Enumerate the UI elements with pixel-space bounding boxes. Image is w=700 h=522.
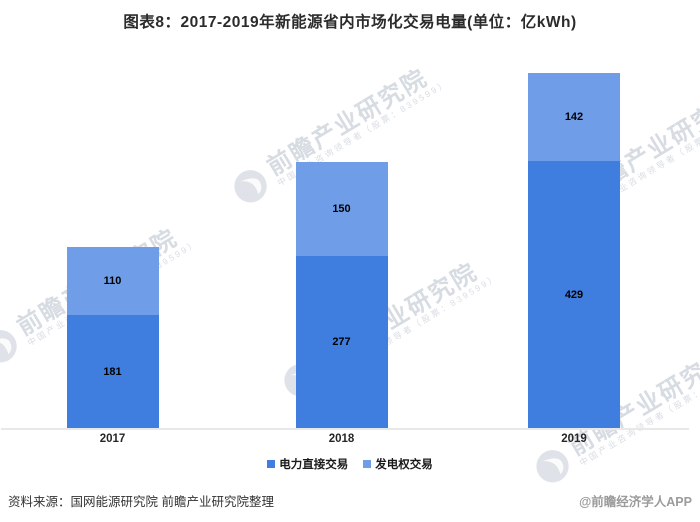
bar-segment-电力直接交易-2017: 181 xyxy=(66,315,159,428)
value-label: 110 xyxy=(103,275,122,288)
credit-text: @前瞻经济学人APP xyxy=(579,495,692,509)
bar-2019: 142 429 xyxy=(528,72,620,428)
bar-segment-发电权交易-2017: 110 xyxy=(66,247,159,316)
value-label: 142 xyxy=(564,111,584,124)
legend-item-电力直接交易: 电力直接交易 xyxy=(267,456,348,472)
plot-area: 前瞻产业研究院 中国产业咨询领导者（股票：839599） 前瞻产业研究院 中国产业咨询… xyxy=(0,64,700,483)
legend: 电力直接交易 发电权交易 xyxy=(0,456,700,472)
legend-swatch xyxy=(363,460,372,468)
x-axis-line xyxy=(1,428,689,430)
chart-title: 图表8：2017-2019年新能源省内市场化交易电量(单位：亿kWh) xyxy=(123,14,577,31)
qianzhan-logo-icon xyxy=(227,163,274,210)
value-label: 150 xyxy=(332,203,351,216)
value-label: 429 xyxy=(564,288,584,301)
bar-segment-电力直接交易-2018: 277 xyxy=(295,255,388,428)
legend-item-发电权交易: 发电权交易 xyxy=(363,456,433,472)
bar-segment-发电权交易-2018: 150 xyxy=(295,162,388,256)
legend-label: 发电权交易 xyxy=(375,459,433,471)
x-axis-label-2017: 2017 xyxy=(99,433,126,445)
legend-label: 电力直接交易 xyxy=(279,459,349,471)
qianzhan-logo-icon xyxy=(0,323,24,370)
bar-2017: 110 181 xyxy=(66,247,159,428)
value-label: 181 xyxy=(103,365,122,378)
legend-swatch xyxy=(267,460,276,468)
bar-2018: 150 277 xyxy=(295,162,388,428)
bar-segment-发电权交易-2019: 142 xyxy=(528,72,620,162)
x-axis-label-2019: 2019 xyxy=(561,433,587,445)
x-axis-label-2018: 2018 xyxy=(328,433,355,445)
value-label: 277 xyxy=(332,335,351,348)
source-text: 资料来源：国网能源研究院 前瞻产业研究院整理 xyxy=(8,495,274,509)
bar-segment-电力直接交易-2019: 429 xyxy=(528,161,620,428)
